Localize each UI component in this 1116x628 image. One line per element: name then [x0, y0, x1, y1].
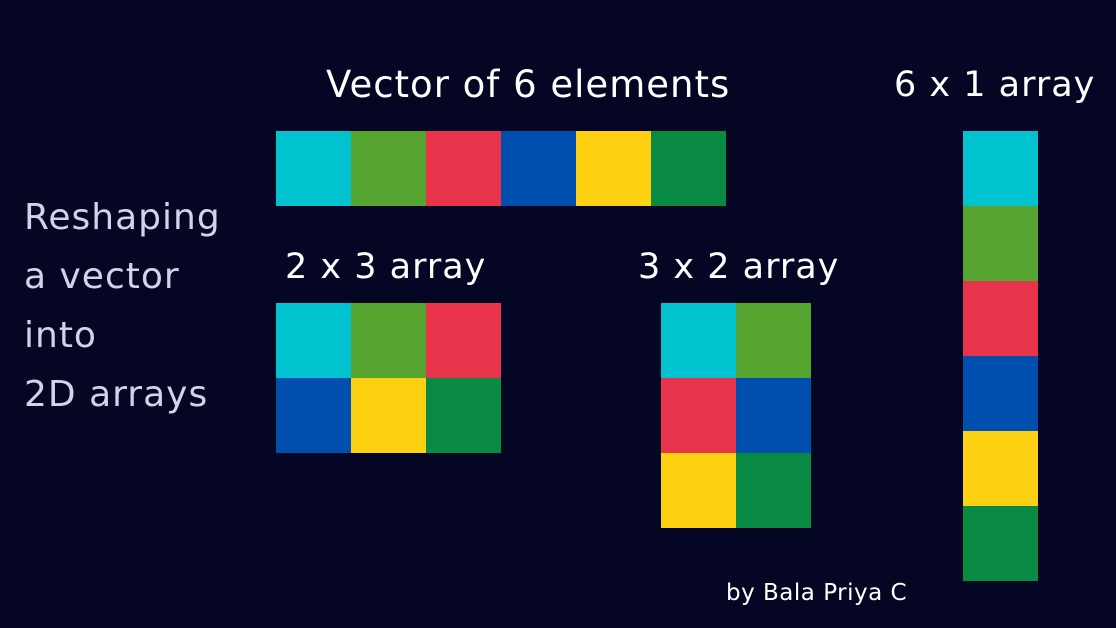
array-cell [963, 131, 1038, 206]
array-cell [651, 131, 726, 206]
array-cell [276, 378, 351, 453]
array-cell [736, 303, 811, 378]
six-by-one-grid [963, 131, 1038, 581]
side-title: Reshaping a vector into 2D arrays [24, 188, 221, 424]
side-title-line: a vector [24, 256, 180, 297]
array-cell [426, 303, 501, 378]
six-by-one-title: 6 x 1 array [894, 65, 1096, 105]
array-cell [661, 378, 736, 453]
array-cell [736, 453, 811, 528]
two-by-three-grid [276, 303, 501, 453]
side-title-line: into [24, 315, 97, 356]
side-title-line: Reshaping [24, 197, 221, 238]
array-cell [351, 303, 426, 378]
array-cell [276, 131, 351, 206]
array-cell [351, 131, 426, 206]
array-cell [963, 356, 1038, 431]
author-credit: by Bala Priya C [726, 580, 908, 606]
array-cell [501, 131, 576, 206]
array-cell [276, 303, 351, 378]
array-cell [963, 206, 1038, 281]
array-cell [963, 431, 1038, 506]
array-cell [426, 131, 501, 206]
vector-title: Vector of 6 elements [326, 63, 731, 106]
array-cell [426, 378, 501, 453]
three-by-two-title: 3 x 2 array [638, 247, 840, 287]
array-cell [661, 453, 736, 528]
vector-grid [276, 131, 726, 206]
two-by-three-title: 2 x 3 array [285, 247, 487, 287]
array-cell [351, 378, 426, 453]
side-title-line: 2D arrays [24, 374, 209, 415]
array-cell [661, 303, 736, 378]
three-by-two-grid [661, 303, 811, 528]
array-cell [963, 506, 1038, 581]
array-cell [576, 131, 651, 206]
array-cell [963, 281, 1038, 356]
array-cell [736, 378, 811, 453]
